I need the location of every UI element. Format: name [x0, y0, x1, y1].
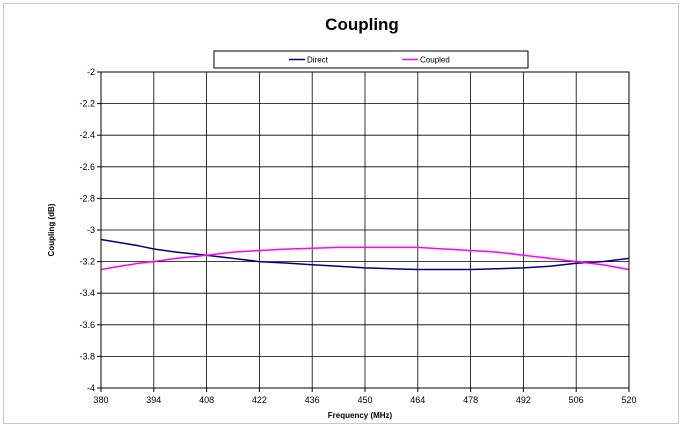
x-axis-title: Frequency (MHz)	[328, 411, 393, 420]
x-tick-label: 464	[410, 395, 425, 405]
grid	[100, 71, 630, 389]
x-tick-label: 436	[305, 395, 320, 405]
chart-title: Coupling	[325, 15, 399, 34]
y-tick-label: -3.6	[79, 320, 95, 330]
x-tick-label: 492	[516, 395, 531, 405]
plot-area	[100, 71, 630, 389]
y-tick-label: -2.6	[79, 162, 95, 172]
y-tick-label: -3.8	[79, 351, 95, 361]
y-axis-title: Coupling (dB)	[47, 203, 56, 256]
x-tick-label: 380	[93, 395, 108, 405]
series-line-direct	[100, 238, 630, 271]
y-tick-label: -2	[87, 67, 95, 77]
x-tick-label: 394	[146, 395, 161, 405]
series-layer	[100, 238, 630, 271]
legend-label-direct: Direct	[307, 56, 329, 65]
y-tick-label: -4	[87, 383, 95, 393]
legend: Direct Coupled	[213, 50, 529, 69]
y-tick-label: -3.2	[79, 257, 95, 267]
y-tick-label: -2.4	[79, 130, 95, 140]
x-axis-ticks: 380 394 408 422 436 450 464 478 492 506 520	[93, 388, 637, 405]
x-tick-label: 422	[252, 395, 267, 405]
y-tick-label: -2.8	[79, 193, 95, 203]
series-line-coupled	[100, 246, 630, 271]
legend-label-coupled: Coupled	[420, 56, 450, 65]
x-tick-label: 520	[621, 395, 636, 405]
x-tick-label: 506	[569, 395, 584, 405]
y-tick-label: -3	[87, 225, 95, 235]
chart-canvas: Coupling Direct Coupled -2-2.2-2.4-2.6-2…	[47, 15, 637, 420]
y-axis-ticks: -2 -2.2 -2.4 -2.6 -2.8 -3 -3.2 -3.4 -3.6 -3.8 -4	[79, 67, 101, 393]
legend-box	[213, 50, 529, 69]
chart-frame: Coupling Direct Coupled -2 -2.2 -2.4 -2.6 -2…	[3, 3, 679, 424]
x-tick-label: 408	[199, 395, 214, 405]
x-tick-label: 478	[463, 395, 478, 405]
y-tick-label: -2.2	[79, 99, 95, 109]
x-tick-label: 450	[357, 395, 372, 405]
y-tick-label: -3.4	[79, 288, 95, 298]
